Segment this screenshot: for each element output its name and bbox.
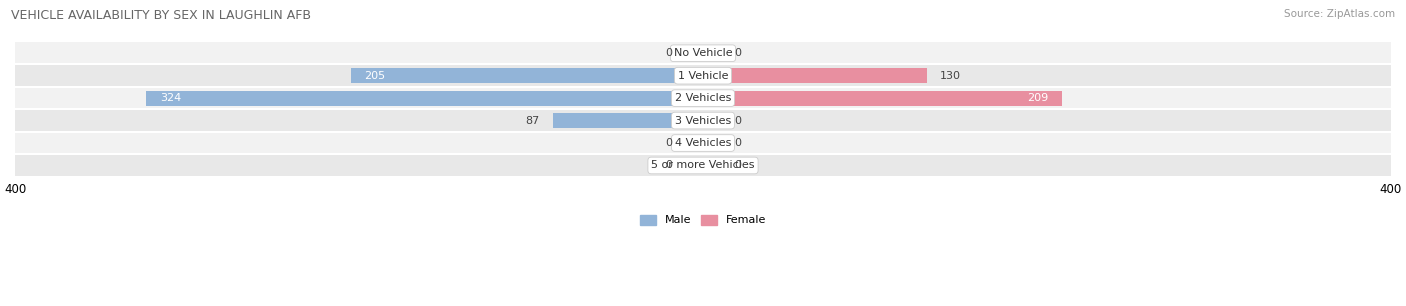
Text: 3 Vehicles: 3 Vehicles: [675, 116, 731, 125]
Text: 130: 130: [941, 71, 962, 81]
Bar: [703, 135, 728, 151]
Text: No Vehicle: No Vehicle: [673, 48, 733, 58]
Text: VEHICLE AVAILABILITY BY SEX IN LAUGHLIN AFB: VEHICLE AVAILABILITY BY SEX IN LAUGHLIN …: [11, 9, 311, 22]
Bar: [15, 132, 1391, 154]
Text: 0: 0: [665, 48, 672, 58]
Bar: [703, 46, 728, 61]
Bar: [15, 87, 1391, 109]
Bar: [678, 46, 703, 61]
Text: 1 Vehicle: 1 Vehicle: [678, 71, 728, 81]
Text: 0: 0: [734, 138, 741, 148]
Text: 0: 0: [734, 116, 741, 125]
Bar: [703, 158, 728, 173]
Text: 2 Vehicles: 2 Vehicles: [675, 93, 731, 103]
Text: 0: 0: [734, 48, 741, 58]
Bar: [678, 135, 703, 151]
Bar: [703, 68, 927, 83]
Text: 0: 0: [734, 160, 741, 170]
Text: 5 or more Vehicles: 5 or more Vehicles: [651, 160, 755, 170]
Bar: [15, 65, 1391, 87]
Bar: [703, 113, 728, 128]
Text: 205: 205: [364, 71, 385, 81]
Text: Source: ZipAtlas.com: Source: ZipAtlas.com: [1284, 9, 1395, 19]
Text: 0: 0: [665, 138, 672, 148]
Text: 0: 0: [665, 160, 672, 170]
Text: 4 Vehicles: 4 Vehicles: [675, 138, 731, 148]
Text: 87: 87: [526, 116, 540, 125]
Legend: Male, Female: Male, Female: [636, 210, 770, 230]
Bar: [15, 154, 1391, 177]
Text: 324: 324: [160, 93, 181, 103]
Bar: [554, 113, 703, 128]
Bar: [350, 68, 703, 83]
Bar: [703, 91, 1063, 106]
Bar: [15, 42, 1391, 65]
Bar: [15, 109, 1391, 132]
Text: 209: 209: [1028, 93, 1049, 103]
Bar: [146, 91, 703, 106]
Bar: [678, 158, 703, 173]
